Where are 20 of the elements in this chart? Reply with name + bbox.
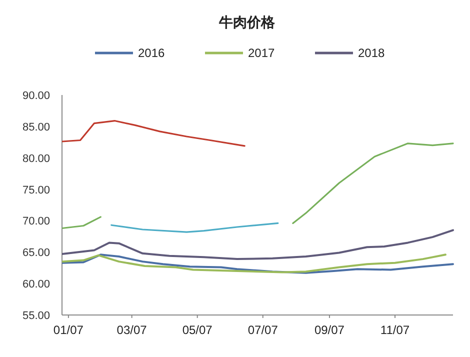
line-series [110, 222, 279, 233]
x-tick-label: 07/07 [248, 323, 278, 337]
x-tick-label: 11/07 [380, 323, 410, 337]
legend-label: 2016 [138, 46, 166, 60]
x-tick-label: 03/07 [116, 323, 148, 337]
y-tick-label: 60.00 [22, 278, 50, 291]
legend-label: 2017 [248, 46, 276, 60]
y-tick-label: 75.00 [22, 184, 50, 196]
legend-label: 2018 [358, 46, 386, 60]
chart-title: 牛肉价格 [218, 14, 276, 30]
y-tick-label: 70.00 [22, 216, 50, 228]
y-tick-label: 90.00 [22, 90, 50, 102]
y-tick-label: 55.00 [22, 310, 50, 322]
y-tick-label: 65.00 [22, 247, 50, 260]
y-tick-label: 80.00 [22, 152, 50, 165]
y-tick-label: 85.00 [22, 121, 50, 134]
x-tick-label: 05/07 [182, 323, 213, 337]
x-tick-label: 01/07 [53, 323, 84, 337]
x-tick-label: 09/07 [314, 323, 345, 337]
line-series [62, 120, 246, 147]
